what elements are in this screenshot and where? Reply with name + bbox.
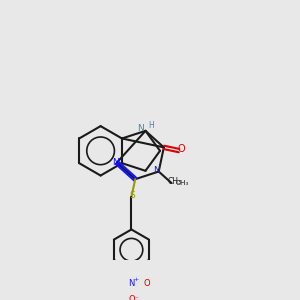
Text: O: O: [128, 296, 135, 300]
Text: S: S: [130, 191, 136, 200]
Text: O: O: [177, 144, 185, 154]
Text: N: N: [153, 166, 160, 175]
Text: CH₃: CH₃: [167, 177, 182, 186]
Text: O: O: [144, 279, 150, 288]
Text: CH₃: CH₃: [175, 180, 188, 186]
Text: N: N: [137, 124, 144, 133]
Text: +: +: [134, 277, 139, 282]
Text: H: H: [148, 121, 154, 130]
Text: ⁻: ⁻: [134, 296, 138, 300]
Text: N: N: [112, 158, 119, 167]
Text: N: N: [128, 279, 135, 288]
